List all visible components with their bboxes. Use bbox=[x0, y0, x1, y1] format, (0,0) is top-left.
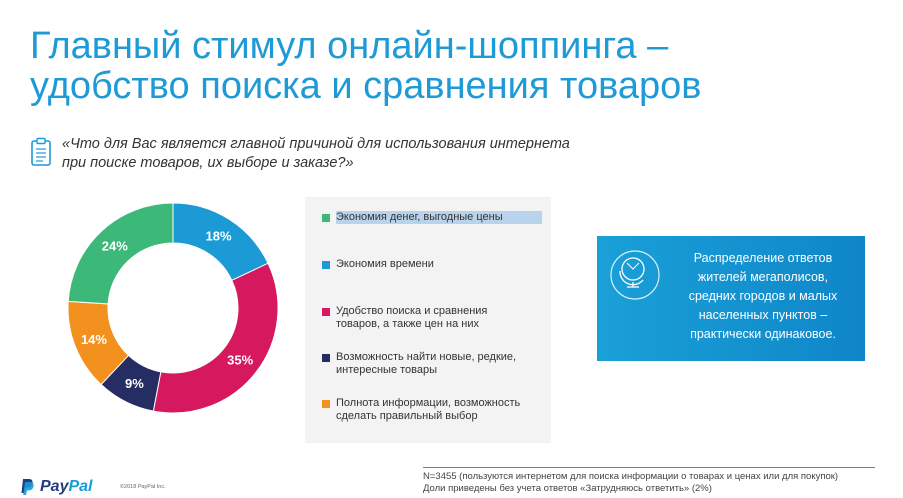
legend-label: Экономия денег, выгодные цены bbox=[336, 211, 542, 224]
legend-label: интересные товары bbox=[336, 364, 438, 376]
footer-divider bbox=[423, 467, 875, 468]
legend-swatch bbox=[322, 400, 330, 408]
footnote: N=3455 (пользуются интернетом для поиска… bbox=[423, 471, 893, 495]
legend-label: Полнота информации, возможность bbox=[336, 397, 521, 409]
legend-item: Экономия денег, выгодные цены bbox=[322, 211, 542, 224]
footnote-line-2: Доли приведены без учета ответов «Затруд… bbox=[423, 483, 712, 494]
slice-value-label: 18% bbox=[206, 229, 232, 244]
donut-chart: 18% 35% 9% 14% 24% bbox=[67, 202, 279, 414]
clipboard-icon bbox=[31, 137, 51, 166]
slice-value-label: 14% bbox=[81, 332, 107, 347]
callout-line: Распределение ответов bbox=[693, 251, 833, 265]
callout-text: Распределение ответов жителей мегаполисо… bbox=[673, 249, 853, 344]
callout-line: средних городов и малых bbox=[688, 289, 838, 303]
legend-swatch bbox=[322, 308, 330, 316]
question-line-1: «Что для Вас является главной причиной д… bbox=[62, 136, 570, 152]
legend-label: сделать правильный выбор bbox=[336, 410, 478, 422]
copyright: ©2018 PayPal Inc. bbox=[120, 484, 166, 490]
legend-swatch bbox=[322, 214, 330, 222]
donut-slice bbox=[152, 262, 279, 414]
callout-line: практически одинаковое. bbox=[690, 327, 836, 341]
legend-swatch bbox=[322, 354, 330, 362]
footnote-line-1: N=3455 (пользуются интернетом для поиска… bbox=[423, 471, 839, 482]
legend-label: Возможность найти новые, редкие, bbox=[336, 351, 517, 363]
legend-item: Полнота информации, возможность сделать … bbox=[322, 397, 542, 423]
paypal-logo: PayPal bbox=[20, 476, 92, 498]
legend-item: Экономия времени bbox=[322, 258, 542, 271]
slice-value-label: 9% bbox=[125, 376, 144, 391]
globe-icon bbox=[610, 250, 660, 300]
legend-item: Возможность найти новые, редкие, интерес… bbox=[322, 351, 542, 377]
legend-label: товаров, а также цен на них bbox=[336, 318, 480, 330]
slice-value-label: 24% bbox=[102, 239, 128, 254]
title-line-2: удобство поиска и сравнения товаров bbox=[30, 65, 702, 107]
question-line-2: при поиске товаров, их выборе и заказе?» bbox=[62, 155, 354, 171]
paypal-p-icon bbox=[21, 479, 34, 495]
survey-question: «Что для Вас является главной причиной д… bbox=[62, 135, 702, 173]
legend-label: Удобство поиска и сравнения bbox=[336, 305, 488, 317]
paypal-wordmark: PayPal bbox=[40, 478, 93, 495]
legend-label: Экономия времени bbox=[336, 258, 434, 270]
title-line-1: Главный стимул онлайн-шоппинга – bbox=[30, 25, 669, 67]
donut-slice bbox=[67, 202, 174, 305]
chart-legend: Экономия денег, выгодные цены Экономия в… bbox=[305, 197, 551, 443]
slice-value-label: 35% bbox=[227, 353, 253, 368]
callout-line: жителей мегаполисов, bbox=[697, 270, 829, 284]
callout-box: Распределение ответов жителей мегаполисо… bbox=[597, 236, 865, 361]
callout-line: населенных пунктов – bbox=[698, 308, 828, 322]
legend-swatch bbox=[322, 261, 330, 269]
page-title: Главный стимул онлайн-шоппинга – удобств… bbox=[30, 26, 890, 106]
legend-item: Удобство поиска и сравнения товаров, а т… bbox=[322, 305, 542, 331]
